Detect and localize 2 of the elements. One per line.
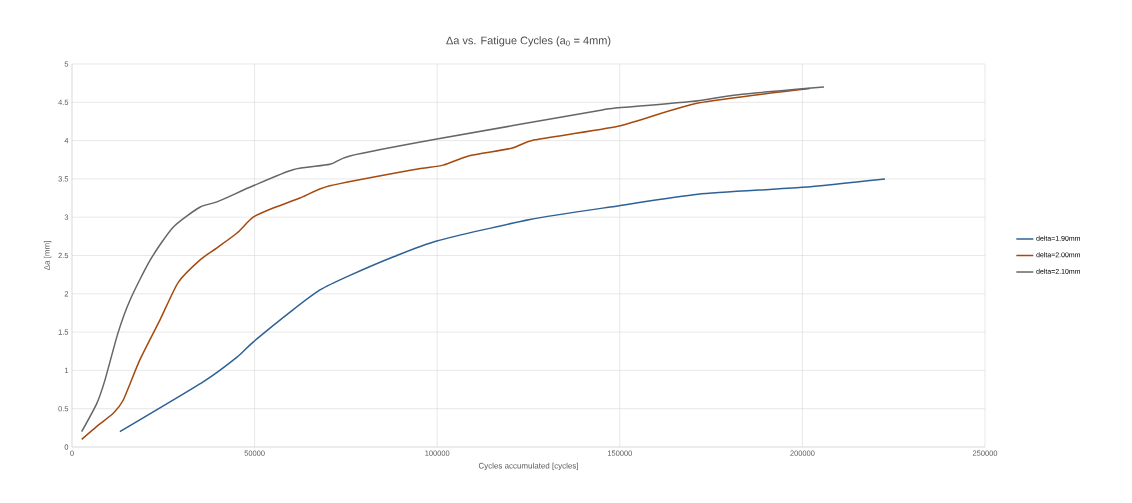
line-series bbox=[119, 178, 886, 433]
chart-title: Δa vs. Fatigue Cycles (a$_{0}$ = 4mm) bbox=[446, 36, 611, 47]
